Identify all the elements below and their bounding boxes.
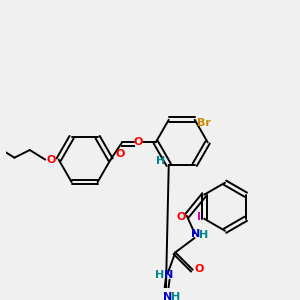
Text: N: N bbox=[163, 292, 172, 300]
Text: H: H bbox=[199, 230, 208, 240]
Text: I: I bbox=[197, 212, 201, 222]
Text: O: O bbox=[116, 149, 125, 159]
Text: N: N bbox=[191, 229, 200, 239]
Text: H: H bbox=[156, 156, 166, 166]
Text: H: H bbox=[155, 271, 165, 281]
Text: O: O bbox=[195, 264, 204, 274]
Text: O: O bbox=[134, 137, 143, 147]
Text: Br: Br bbox=[197, 118, 211, 128]
Text: O: O bbox=[46, 154, 56, 165]
Text: N: N bbox=[164, 271, 173, 281]
Text: H: H bbox=[171, 292, 180, 300]
Text: O: O bbox=[176, 212, 186, 222]
